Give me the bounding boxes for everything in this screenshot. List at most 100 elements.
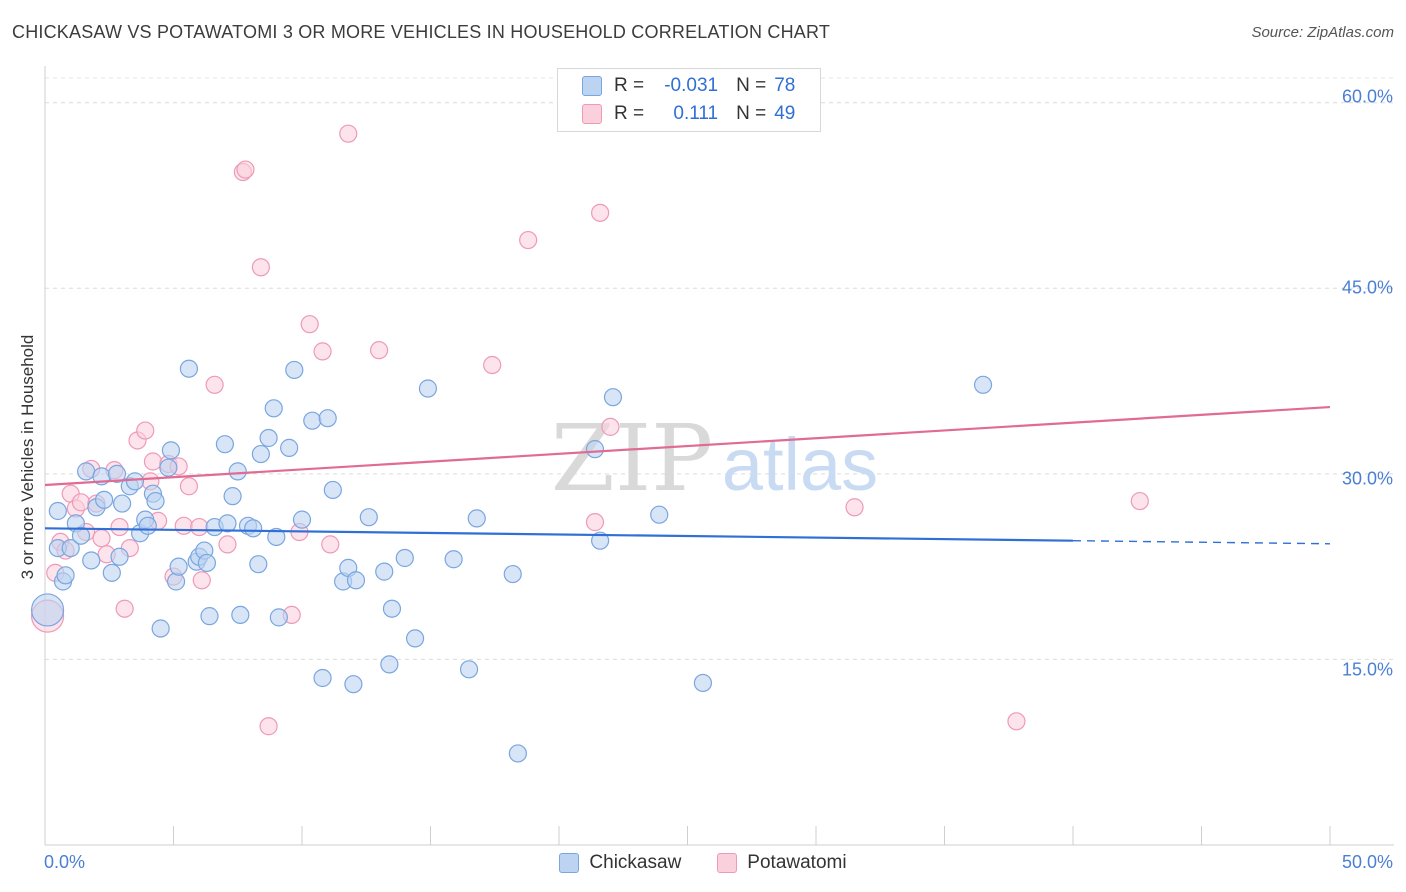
- legend-n-value: 78: [774, 75, 796, 96]
- point-chickasaw: [503, 564, 522, 584]
- point-chickasaw: [693, 673, 713, 693]
- point-chickasaw: [323, 480, 342, 500]
- y-tick-label-60: 60.0%: [1341, 86, 1393, 107]
- point-chickasaw: [382, 599, 402, 618]
- point-chickasaw: [444, 550, 463, 569]
- point-potawatomi: [370, 341, 389, 360]
- point-chickasaw: [264, 399, 283, 418]
- point-chickasaw: [292, 510, 312, 529]
- point-chickasaw: [267, 527, 286, 547]
- point-chickasaw: [169, 557, 188, 576]
- point-chickasaw: [95, 490, 114, 509]
- point-potawatomi: [218, 535, 237, 554]
- point-chickasaw: [151, 619, 170, 638]
- point-potawatomi: [92, 529, 111, 548]
- legend-item-potawatomi: Potawatomi: [717, 852, 847, 874]
- y-tick-label-45: 45.0%: [1341, 277, 1393, 298]
- legend-row-chickasaw: R = -0.031 N = 78: [582, 73, 795, 99]
- trend-line-potawatomi: [44, 405, 1331, 487]
- legend-n-label: N =: [736, 75, 767, 96]
- point-chickasaw: [650, 505, 669, 524]
- point-potawatomi: [192, 571, 211, 590]
- legend-label-potawatomi: Potawatomi: [747, 852, 847, 873]
- legend-swatch-chickasaw: [559, 853, 580, 873]
- point-potawatomi: [519, 230, 538, 250]
- point-potawatomi: [591, 203, 610, 222]
- point-potawatomi: [1130, 491, 1149, 511]
- point-chickasaw: [30, 593, 65, 627]
- stats-legend: R = -0.031 N = 78 R = 0.111 N = 49: [557, 68, 821, 132]
- point-chickasaw: [395, 548, 414, 568]
- point-chickasaw: [259, 428, 278, 448]
- point-chickasaw: [585, 440, 605, 459]
- point-chickasaw: [346, 571, 366, 590]
- point-chickasaw: [223, 487, 242, 506]
- point-chickasaw: [344, 675, 363, 694]
- x-tick-label-max: 50.0%: [1341, 852, 1393, 872]
- point-potawatomi: [321, 535, 340, 554]
- point-chickasaw: [359, 508, 378, 527]
- point-chickasaw: [166, 572, 186, 591]
- legend-row-potawatomi: R = 0.111 N = 49: [582, 101, 795, 127]
- point-chickasaw: [973, 375, 993, 394]
- point-chickasaw: [125, 472, 145, 491]
- point-potawatomi: [845, 498, 864, 517]
- point-potawatomi: [601, 417, 620, 436]
- point-chickasaw: [197, 553, 217, 573]
- trend-lines: [44, 405, 1331, 545]
- legend-r-value: -0.031: [664, 75, 719, 96]
- point-potawatomi: [1007, 712, 1026, 731]
- point-chickasaw: [159, 458, 178, 477]
- point-chickasaw: [48, 501, 67, 521]
- point-chickasaw: [318, 409, 337, 428]
- point-chickasaw: [303, 411, 322, 430]
- point-chickasaw: [228, 462, 247, 481]
- point-chickasaw: [280, 438, 299, 457]
- x-tick-label-min: 0.0%: [44, 852, 86, 872]
- point-chickasaw: [603, 388, 623, 407]
- point-chickasaw: [231, 605, 250, 625]
- point-chickasaw: [285, 360, 304, 380]
- legend-r-value: 0.111: [673, 103, 719, 124]
- point-chickasaw: [508, 744, 527, 763]
- point-chickasaw: [61, 538, 80, 558]
- y-tick-label-15: 15.0%: [1341, 659, 1393, 680]
- point-potawatomi: [174, 516, 193, 535]
- trend-line-chickasaw: [44, 527, 1074, 542]
- legend-item-chickasaw: Chickasaw: [559, 852, 681, 874]
- series-legend: Chickasaw Potawatomi: [0, 852, 1406, 874]
- point-potawatomi: [143, 452, 163, 471]
- point-chickasaw: [179, 359, 199, 378]
- source-credit: Source: ZipAtlas.com: [1251, 24, 1394, 41]
- series-chickasaw: [30, 359, 993, 763]
- point-chickasaw: [459, 660, 479, 679]
- point-chickasaw: [380, 655, 399, 674]
- point-potawatomi: [236, 160, 255, 179]
- legend-label-chickasaw: Chickasaw: [589, 852, 682, 873]
- point-chickasaw: [244, 519, 263, 538]
- point-potawatomi: [205, 375, 224, 394]
- point-potawatomi: [251, 258, 270, 277]
- point-potawatomi: [259, 717, 278, 736]
- axes: [44, 66, 1394, 846]
- legend-swatch-potawatomi: [582, 104, 602, 124]
- point-chickasaw: [102, 563, 121, 582]
- trend-extension-chickasaw: [1072, 539, 1331, 545]
- legend-r-label: R =: [614, 103, 645, 124]
- point-chickasaw: [467, 509, 486, 528]
- point-chickasaw: [375, 562, 394, 581]
- legend-n-label: N =: [736, 103, 767, 124]
- point-potawatomi: [300, 315, 319, 334]
- point-chickasaw: [110, 547, 129, 566]
- y-tick-label-30: 30.0%: [1341, 468, 1393, 489]
- legend-swatch-potawatomi: [717, 853, 738, 873]
- point-chickasaw: [418, 379, 438, 398]
- point-chickasaw: [218, 514, 237, 533]
- point-potawatomi: [483, 355, 502, 375]
- point-potawatomi: [71, 493, 91, 512]
- point-potawatomi: [339, 124, 358, 143]
- point-potawatomi: [190, 517, 209, 537]
- point-potawatomi: [136, 421, 155, 440]
- chart-title: CHICKASAW VS POTAWATOMI 3 OR MORE VEHICL…: [12, 22, 831, 42]
